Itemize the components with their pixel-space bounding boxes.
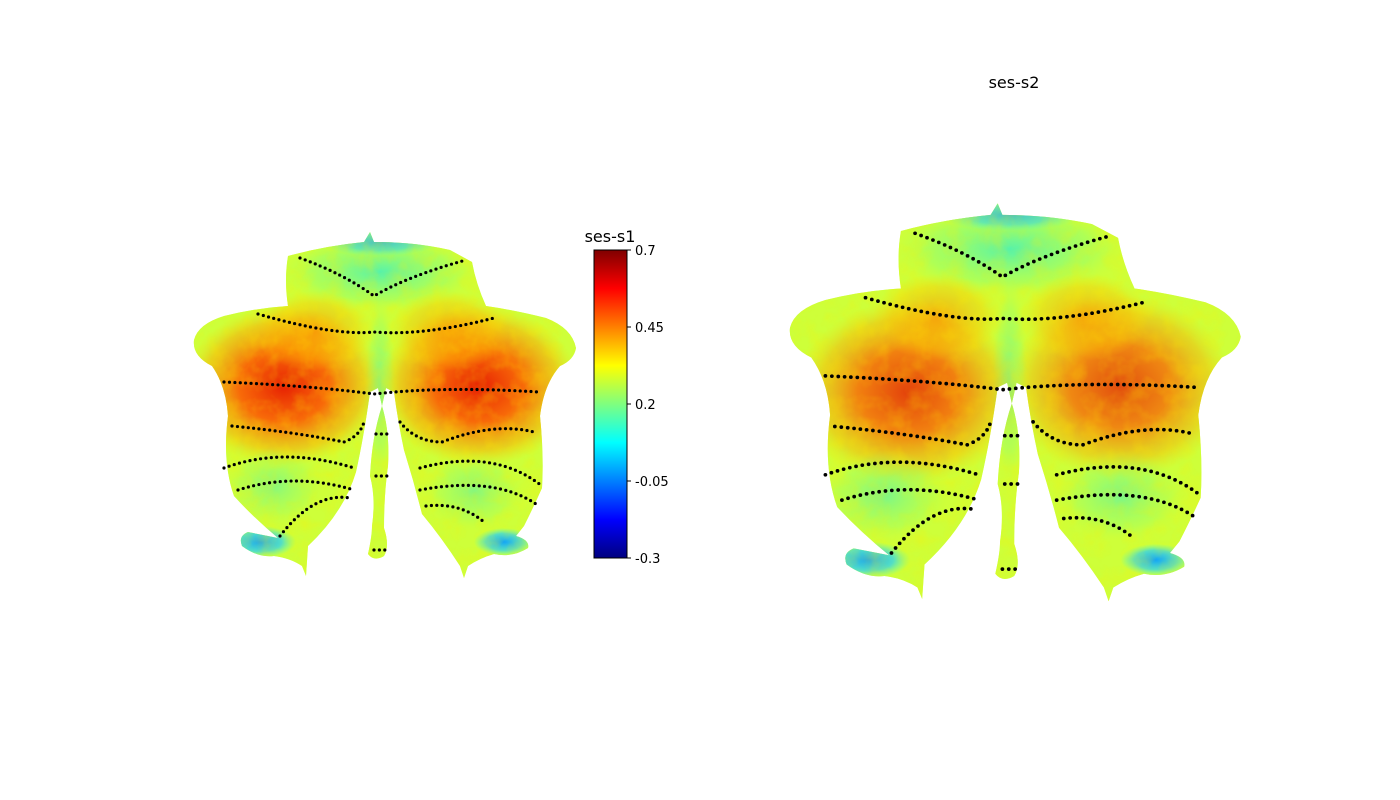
colorbar-tick-label: -0.3 [635, 552, 660, 567]
colorbar-tick-label: 0.7 [635, 244, 656, 259]
lobule-boundaries [823, 231, 1203, 571]
colorbar-tick-label: 0.45 [635, 321, 664, 336]
colorbar-gradient [593, 249, 628, 559]
colorbar-tick-label: 0.2 [635, 398, 656, 413]
colorbar-tick-label: -0.05 [635, 475, 669, 490]
colorbar-ticks: 0.7 0.45 0.2 -0.05 -0.3 [627, 244, 669, 567]
colorbar: 0.7 0.45 0.2 -0.05 -0.3 [593, 244, 669, 567]
flatmap-panel-1 [193, 232, 577, 578]
lobule-boundaries [222, 256, 544, 552]
panel-2-title: ses-s2 [989, 73, 1040, 92]
flatmap-panel-2 [789, 203, 1241, 602]
panel-1-title: ses-s1 [585, 227, 636, 246]
